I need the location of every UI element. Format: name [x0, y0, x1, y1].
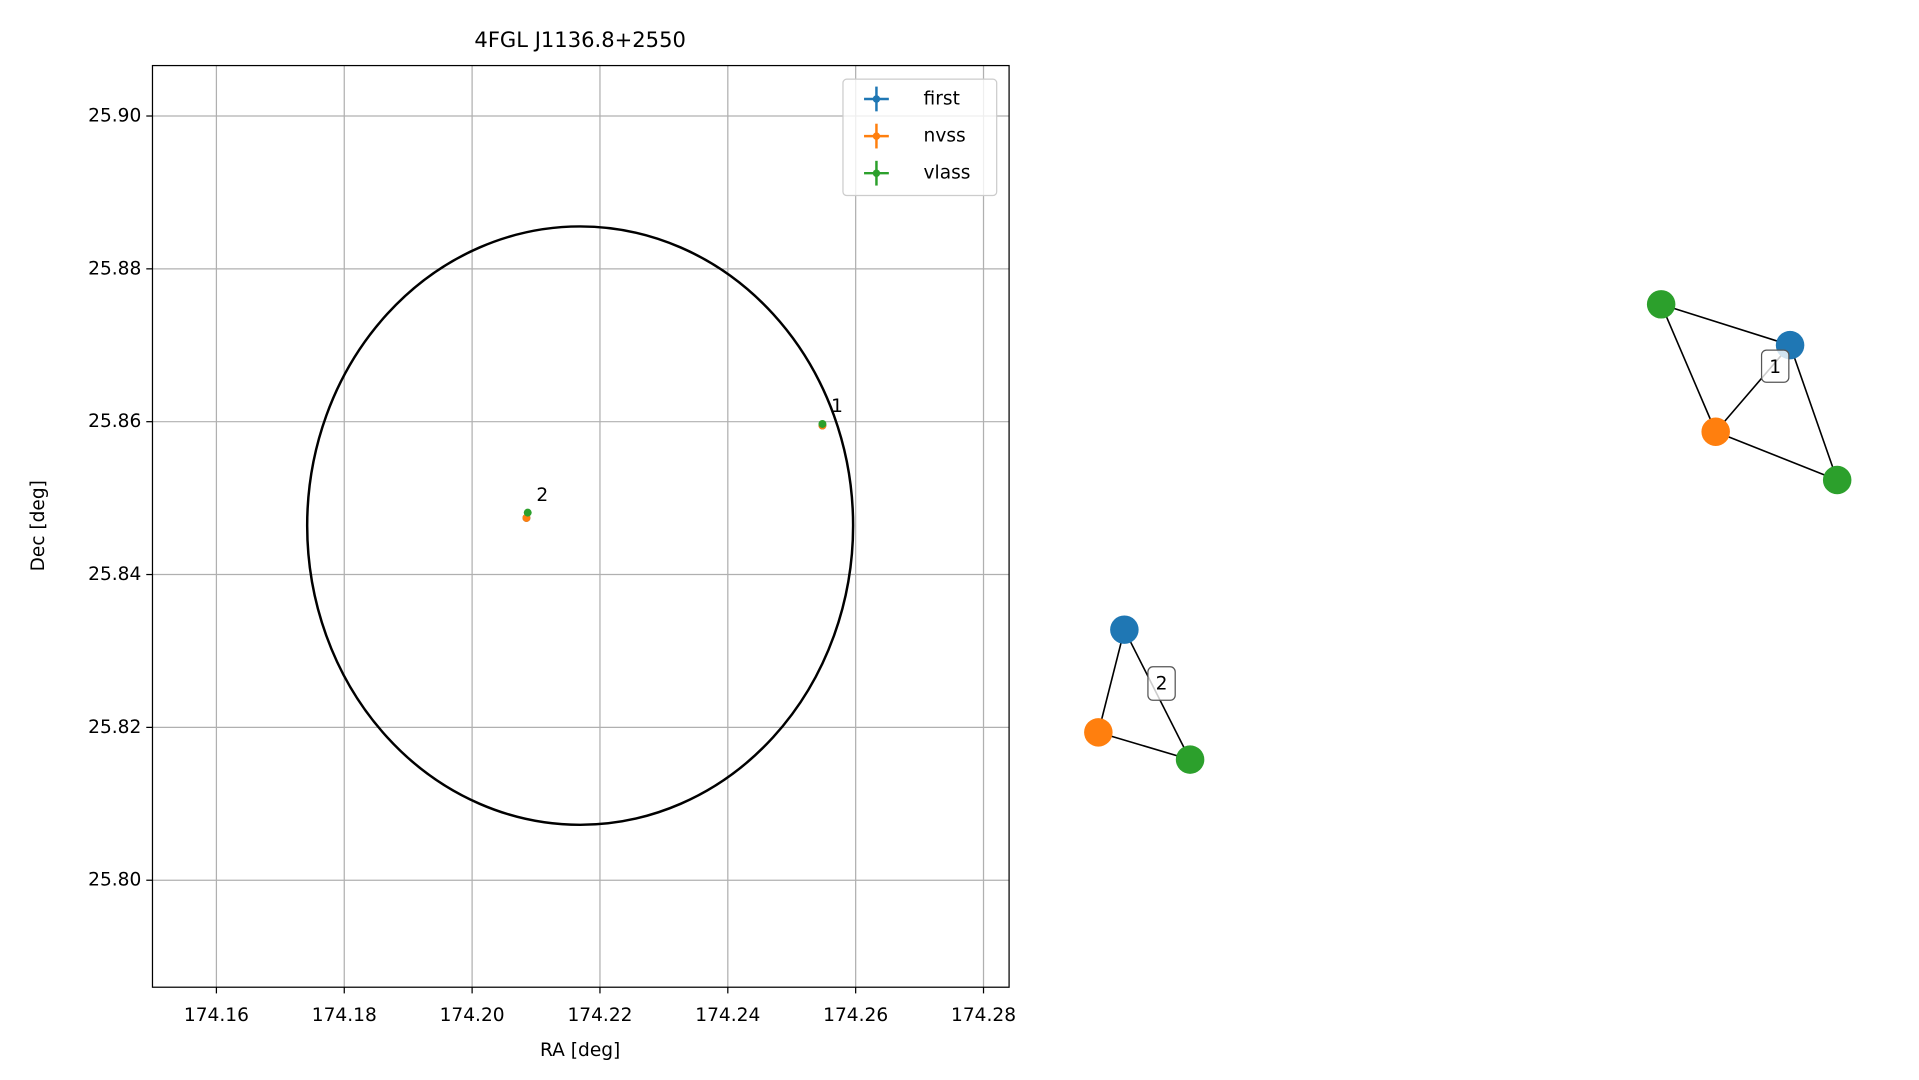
- legend-marker: [864, 86, 889, 112]
- edge: [1098, 731, 1191, 761]
- node: [1110, 615, 1139, 644]
- legend-dot: [872, 169, 881, 177]
- x-tick-label: 174.20: [440, 1005, 505, 1026]
- edge-label-box: [1760, 349, 1790, 383]
- edge-label-box: [1147, 666, 1176, 701]
- point: [818, 420, 827, 428]
- point: [523, 508, 532, 517]
- error-ellipse: [305, 225, 855, 827]
- node: [1646, 290, 1676, 319]
- x-tick-label: 174.28: [951, 1005, 1016, 1026]
- edge: [1660, 303, 1791, 346]
- edge: [1715, 431, 1838, 481]
- node: [1822, 465, 1852, 495]
- y-tick-label: 25.88: [88, 258, 141, 279]
- y-axis-label: Dec [deg]: [28, 480, 49, 571]
- node: [1701, 417, 1730, 446]
- legend-marker: [864, 123, 889, 149]
- edge-label: 2: [1156, 674, 1168, 695]
- network-graph: 1 2: [1084, 290, 1852, 774]
- legend-dot: [872, 132, 881, 140]
- point-label: 1: [831, 396, 843, 417]
- x-tick-label: 174.18: [312, 1005, 377, 1026]
- x-tick-label: 174.22: [567, 1005, 632, 1026]
- legend-dot: [872, 95, 881, 103]
- legend-marker: [864, 160, 889, 186]
- x-tick-label: 174.16: [184, 1005, 249, 1026]
- point-label: 2: [536, 485, 548, 506]
- x-tick-label: 174.24: [695, 1005, 760, 1026]
- edge: [1660, 304, 1717, 433]
- legend-label: vlass: [924, 163, 971, 184]
- node: [1084, 718, 1113, 747]
- chart-title: 4FGL J1136.8+2550: [474, 27, 685, 52]
- y-tick-label: 25.84: [88, 564, 141, 585]
- edge: [1789, 344, 1838, 481]
- edge-label: 1: [1769, 357, 1781, 378]
- legend-label: first: [924, 88, 960, 109]
- axes-frame: [151, 64, 1010, 988]
- y-tick-label: 25.80: [88, 870, 141, 891]
- legend-box: [842, 78, 998, 197]
- y-tick-label: 25.82: [88, 717, 141, 738]
- edge: [1097, 629, 1126, 733]
- x-tick-label: 174.26: [823, 1005, 888, 1026]
- node: [1175, 745, 1205, 774]
- y-tick-label: 25.90: [88, 106, 141, 127]
- plot-area: 174.16 174.18 174.20 174.22 174.24 174.26 174.…: [88, 64, 1016, 1026]
- legend-label: nvss: [924, 126, 966, 147]
- y-tick-label: 25.86: [88, 411, 141, 432]
- x-axis-label: RA [deg]: [540, 1040, 620, 1061]
